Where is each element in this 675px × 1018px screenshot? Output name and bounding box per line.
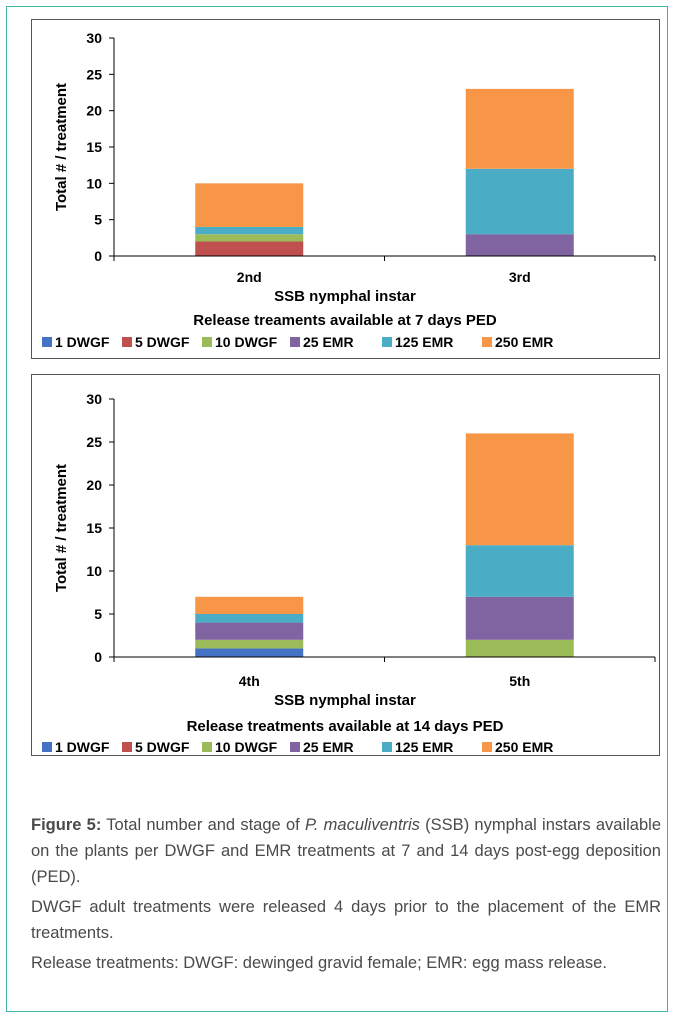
caption-text-1: Total number and stage of xyxy=(101,816,305,834)
legend-swatch xyxy=(382,337,392,347)
y-tick-label: 20 xyxy=(86,103,102,119)
bar-segment xyxy=(465,545,574,597)
caption-label: Figure 5: xyxy=(31,816,102,834)
y-tick-label: 15 xyxy=(86,520,102,536)
bar-segment xyxy=(195,183,304,227)
caption-paragraph-3: Release treatments: DWGF: dewinged gravi… xyxy=(31,954,607,972)
chart-panel-7-days: 0 5 10 15 20 25 30 2nd 3rd Total # / treatment SSB… xyxy=(31,19,660,359)
chart-panel-14-days: 0 5 10 15 20 25 30 4th 5th Total # / treatment SSB… xyxy=(31,374,660,756)
legend-swatch xyxy=(202,337,212,347)
bar-segment xyxy=(465,433,574,546)
y-axis-title: Total # / treatment xyxy=(53,464,70,592)
legend-entry: 1 DWGF xyxy=(55,334,110,350)
figure-caption: Figure 5: Total number and stage of P. m… xyxy=(31,812,661,980)
y-axis-title: Total # / treatment xyxy=(53,83,70,211)
legend-swatch xyxy=(290,742,300,752)
x-tick-label: 4th xyxy=(239,673,260,689)
y-tick-label: 30 xyxy=(86,30,102,46)
bar-segment xyxy=(465,168,574,235)
legend-entry: 5 DWGF xyxy=(135,739,190,755)
y-tick-label: 0 xyxy=(94,649,102,665)
bar-segment xyxy=(195,241,304,256)
x-tick-label: 2nd xyxy=(237,269,262,285)
legend-entry: 25 EMR xyxy=(303,334,354,350)
legend-swatch xyxy=(290,337,300,347)
legend-entry: 25 EMR xyxy=(303,739,354,755)
legend-entry: 10 DWGF xyxy=(215,739,278,755)
legend-title: Release treaments available at 7 days PE… xyxy=(193,312,497,329)
bar-segment xyxy=(195,622,304,640)
caption-species: P. maculiventris xyxy=(304,816,420,834)
y-tick-label: 10 xyxy=(86,175,102,191)
bar-segment xyxy=(195,639,304,649)
bar-segment xyxy=(195,648,304,657)
bar-segment xyxy=(195,226,304,235)
legend-swatch xyxy=(382,742,392,752)
caption-paragraph-2: DWGF adult treatments were released 4 da… xyxy=(31,898,661,942)
bar-segment xyxy=(465,596,574,640)
bar-segment xyxy=(195,234,304,242)
y-tick-label: 10 xyxy=(86,563,102,579)
bar-segment xyxy=(465,234,574,256)
figure-frame xyxy=(6,6,668,1012)
legend-swatch xyxy=(42,337,52,347)
bar-segment xyxy=(465,88,574,169)
legend-entry: 250 EMR xyxy=(495,739,553,755)
bar-segment xyxy=(195,596,304,614)
y-tick-label: 20 xyxy=(86,477,102,493)
legend-entry: 10 DWGF xyxy=(215,334,278,350)
y-tick-label: 15 xyxy=(86,139,102,155)
x-tick-label: 5th xyxy=(509,673,530,689)
stacked-bar-chart-14-days: 0 5 10 15 20 25 30 4th 5th Total # / treatment SSB… xyxy=(42,391,656,755)
x-tick-label: 3rd xyxy=(509,269,531,285)
y-tick-label: 25 xyxy=(86,66,102,82)
legend-swatch xyxy=(482,337,492,347)
y-tick-label: 30 xyxy=(86,391,102,407)
x-axis-title: SSB nymphal instar xyxy=(274,692,416,709)
legend-entry: 250 EMR xyxy=(495,334,553,350)
caption-text-2: (SSB) nymphal instars available on the p… xyxy=(31,816,661,886)
bar-segment xyxy=(465,639,574,657)
legend-title: Release treatments available at 14 days … xyxy=(187,718,504,735)
legend-entry: 5 DWGF xyxy=(135,334,190,350)
legend-entry: 125 EMR xyxy=(395,739,453,755)
bar-segment xyxy=(195,614,304,623)
x-axis-title: SSB nymphal instar xyxy=(274,288,416,305)
y-tick-label: 5 xyxy=(94,212,102,228)
stacked-bar-chart-7-days: 0 5 10 15 20 25 30 2nd 3rd Total # / treatment SSB… xyxy=(42,30,656,350)
legend-swatch xyxy=(122,742,132,752)
legend-swatch xyxy=(482,742,492,752)
legend-swatch xyxy=(42,742,52,752)
legend-entry: 1 DWGF xyxy=(55,739,110,755)
legend-entry: 125 EMR xyxy=(395,334,453,350)
legend-swatch xyxy=(202,742,212,752)
y-tick-label: 0 xyxy=(94,248,102,264)
y-tick-label: 25 xyxy=(86,434,102,450)
y-tick-label: 5 xyxy=(94,606,102,622)
legend-swatch xyxy=(122,337,132,347)
caption-paragraph-1: Figure 5: Total number and stage of P. m… xyxy=(31,812,661,890)
